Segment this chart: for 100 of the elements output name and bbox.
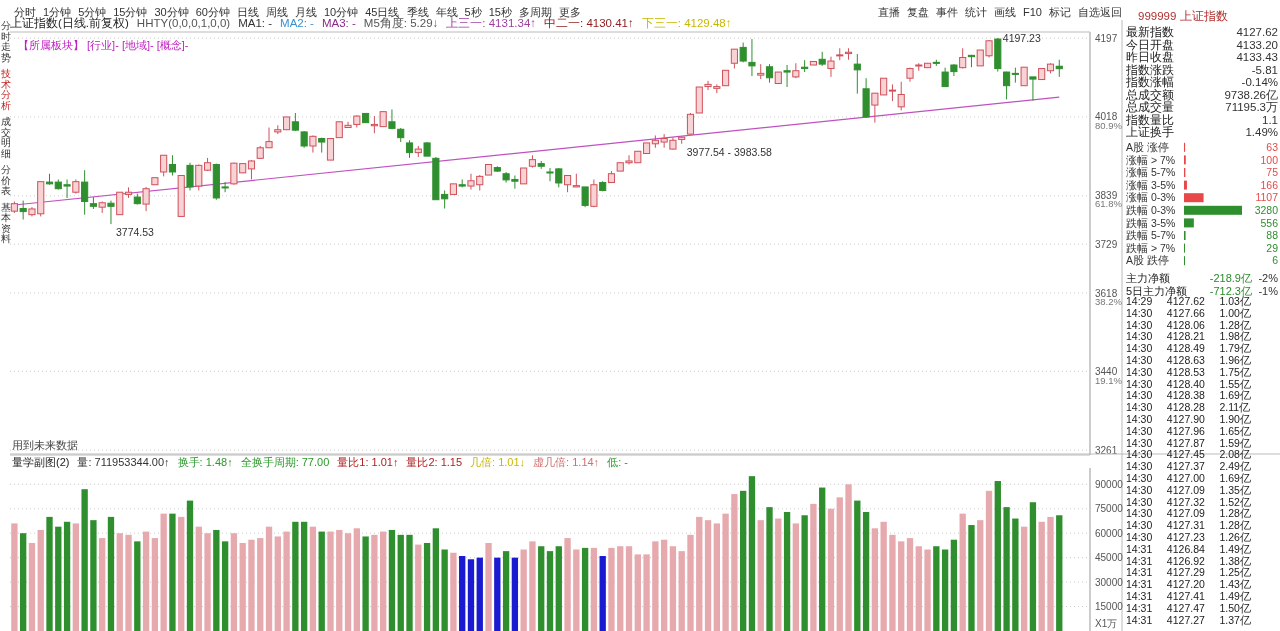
bar: [485, 542, 492, 631]
text: 14:31 4127.29 1.25亿: [1126, 566, 1251, 579]
bar: [151, 538, 159, 631]
text: 14:30 4127.66 1.00亿: [1126, 306, 1251, 319]
bar: [467, 559, 475, 631]
bar: [107, 516, 115, 631]
annotation: 技术分析: [0, 68, 11, 111]
bar: [573, 549, 580, 631]
y-tick-label: 涨幅 3-5%: [1126, 178, 1176, 191]
text: 999999 上证指数: [1138, 10, 1228, 22]
text: -1%: [1258, 285, 1279, 297]
text: 5秒: [464, 6, 482, 18]
text: 画线: [994, 6, 1017, 18]
text: 4127.62: [1236, 26, 1278, 38]
candlestick: [730, 48, 738, 70]
bar: [748, 476, 756, 631]
text: 30分钟: [154, 6, 189, 18]
bar: [221, 541, 229, 631]
bar: [617, 546, 624, 631]
bar: [827, 508, 835, 631]
bar: [687, 534, 694, 631]
bar: [502, 551, 510, 631]
text: MA2: -: [280, 17, 315, 29]
bar: [933, 546, 940, 631]
bar: [775, 518, 782, 631]
bar: [660, 539, 668, 631]
candlestick: [581, 186, 589, 208]
bar: [845, 484, 852, 631]
chart-title: 上证指数(日线.前复权): [10, 17, 130, 29]
bar: [46, 516, 53, 631]
bar: [1184, 180, 1187, 190]
text: 80.9%: [1095, 120, 1123, 132]
text: 14:30 4128.63 1.96亿: [1126, 354, 1251, 366]
bar: [810, 503, 817, 631]
y-tick-label: 30000: [1095, 576, 1124, 588]
bar: [994, 481, 1001, 631]
bar: [283, 531, 290, 631]
bar: [371, 534, 378, 631]
text: 下三一: 4129.48↑: [641, 17, 732, 29]
bar: [599, 556, 606, 631]
text: F10: [1023, 6, 1042, 18]
text: 10分钟: [324, 6, 359, 18]
y-tick-label: 75000: [1095, 503, 1124, 515]
bar: [318, 531, 325, 631]
text: 4133.43: [1236, 51, 1278, 63]
y-tick-label: 45000: [1095, 552, 1124, 564]
text: 14:30 4127.09 1.28亿: [1126, 507, 1251, 520]
bar: [766, 507, 773, 631]
bar: [871, 528, 879, 631]
bar: [432, 528, 440, 631]
text: 年线: [435, 6, 458, 18]
bar: [924, 549, 931, 631]
text: M5角度: 5.29↓: [363, 16, 439, 29]
bar: [239, 542, 246, 631]
bar: [757, 520, 764, 631]
data-label: 29: [1266, 241, 1279, 254]
text: 14:30 4127.87 1.59亿: [1126, 436, 1251, 449]
text: 14:30 4128.06 1.28亿: [1126, 318, 1251, 331]
text: 季线: [406, 6, 429, 18]
bar: [608, 547, 615, 631]
y-tick-label: 3440: [1095, 365, 1118, 377]
y-tick-label: 3618: [1095, 287, 1118, 299]
bar: [520, 549, 527, 631]
text: 15分钟: [113, 6, 148, 18]
bar: [450, 552, 457, 631]
bar: [1184, 193, 1204, 203]
annotation: 3977.54 - 3983.58: [686, 145, 773, 158]
bar: [740, 490, 747, 631]
text: 5日主力净额: [1126, 285, 1188, 297]
candlestick: [853, 53, 861, 95]
bar: [696, 516, 703, 631]
y-tick-label: 90000: [1095, 478, 1124, 490]
candlestick: [186, 162, 194, 191]
text: 更多: [558, 6, 581, 18]
bar: [423, 542, 431, 631]
data-label: 3280: [1254, 203, 1279, 216]
bar: [55, 526, 62, 631]
bar: [257, 538, 264, 631]
text: 4133.20: [1236, 38, 1278, 51]
bar: [643, 554, 650, 631]
bar: [731, 494, 738, 631]
bar: [37, 529, 44, 631]
text: 14:30 4127.09 1.35亿: [1126, 483, 1251, 496]
bar: [581, 547, 589, 631]
bar: [72, 523, 80, 631]
text: 14:31 4127.47 1.50亿: [1126, 601, 1251, 614]
text: 14:30 4127.45 2.08亿: [1126, 448, 1251, 461]
candlestick: [142, 186, 150, 212]
text: 总成交量: [1125, 100, 1174, 113]
y-tick-label: 跌幅 3-5%: [1126, 216, 1176, 229]
annotation: 分时走势: [0, 20, 11, 63]
y-tick-label: A股 跌停: [1126, 254, 1169, 267]
candlestick: [827, 56, 835, 78]
text: 量比1: 1.01↑: [337, 456, 399, 468]
bar: [186, 500, 194, 631]
text: MA1: -: [238, 17, 273, 29]
text: 60分钟: [195, 6, 230, 18]
text: 统计: [965, 6, 988, 18]
text: 自选返回: [1078, 6, 1122, 18]
text: 14:30 4127.96 1.65亿: [1126, 424, 1251, 437]
